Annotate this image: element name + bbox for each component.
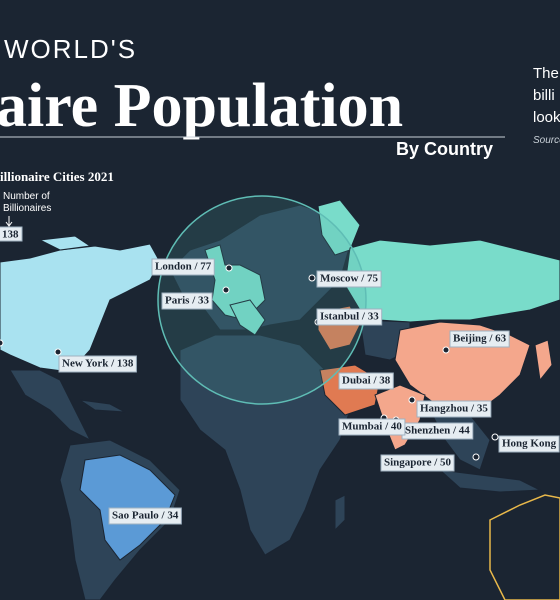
city-dot xyxy=(491,433,499,441)
city-dot xyxy=(225,264,233,272)
source: Source xyxy=(533,135,560,146)
side-text: The xyxy=(533,65,559,82)
city-label-box xyxy=(416,400,492,418)
indonesia xyxy=(438,469,542,493)
madagascar xyxy=(334,494,346,532)
city-label: Sao Paulo / 34 xyxy=(112,510,179,522)
city-label-box xyxy=(380,454,455,472)
city-label: Hong Kong xyxy=(502,438,557,450)
legend-sample: 138 xyxy=(2,229,19,241)
city-dot xyxy=(222,286,230,294)
europe-zoom-circle xyxy=(157,195,367,405)
city-dot xyxy=(308,274,316,282)
australia xyxy=(489,494,560,600)
title-kicker: WORLD'S xyxy=(4,34,137,64)
canada-us xyxy=(0,243,161,373)
africa xyxy=(179,334,351,556)
subtitle: By Country xyxy=(396,139,493,159)
city-label: Dubai / 38 xyxy=(342,375,391,387)
city-labels: London / 77 Paris / 33 Moscow / 75 Istanbul… xyxy=(58,258,560,525)
caribbean xyxy=(79,399,126,413)
legend-title: illionaire Cities 2021 xyxy=(0,169,114,184)
city-label-box xyxy=(316,308,383,326)
legend-caption: Number of xyxy=(3,191,50,202)
city-dot xyxy=(408,396,416,404)
city-label-box xyxy=(498,435,560,453)
city-label: Hangzhou / 35 xyxy=(420,403,488,415)
japan xyxy=(534,339,553,382)
city-label-box xyxy=(449,330,510,348)
italy-spain xyxy=(229,299,266,336)
city-label: London / 77 xyxy=(155,261,212,273)
city-label: Istanbul / 33 xyxy=(320,311,379,323)
city-label-box xyxy=(58,355,137,373)
city-label: Paris / 33 xyxy=(165,295,209,307)
city-label: Singapore / 50 xyxy=(384,457,452,469)
city-label: Shenzhen / 44 xyxy=(405,425,470,437)
city-label: New York / 138 xyxy=(62,358,134,370)
city-dot xyxy=(54,348,62,356)
city-label-box xyxy=(161,292,213,310)
city-label: Beijing / 63 xyxy=(453,333,507,345)
legend-arrow-head xyxy=(5,221,13,227)
city-label-box xyxy=(338,372,394,390)
city-label-box xyxy=(316,270,382,288)
arctic-islands xyxy=(38,235,92,251)
city-label-box xyxy=(338,418,406,436)
city-label-box xyxy=(108,507,182,525)
city-dot xyxy=(472,453,480,461)
legend-sample-box xyxy=(0,226,23,242)
mexico-central xyxy=(9,369,92,442)
city-dot xyxy=(442,346,450,354)
city-dot xyxy=(0,339,4,347)
side-text: look xyxy=(533,109,560,126)
city-label: Mumbai / 40 xyxy=(342,421,402,433)
legend-caption: Billionaires xyxy=(3,203,51,214)
title: aire Population xyxy=(0,72,403,140)
city-label: Moscow / 75 xyxy=(320,273,379,285)
side-text: billi xyxy=(533,87,555,104)
city-label-box xyxy=(151,258,215,276)
